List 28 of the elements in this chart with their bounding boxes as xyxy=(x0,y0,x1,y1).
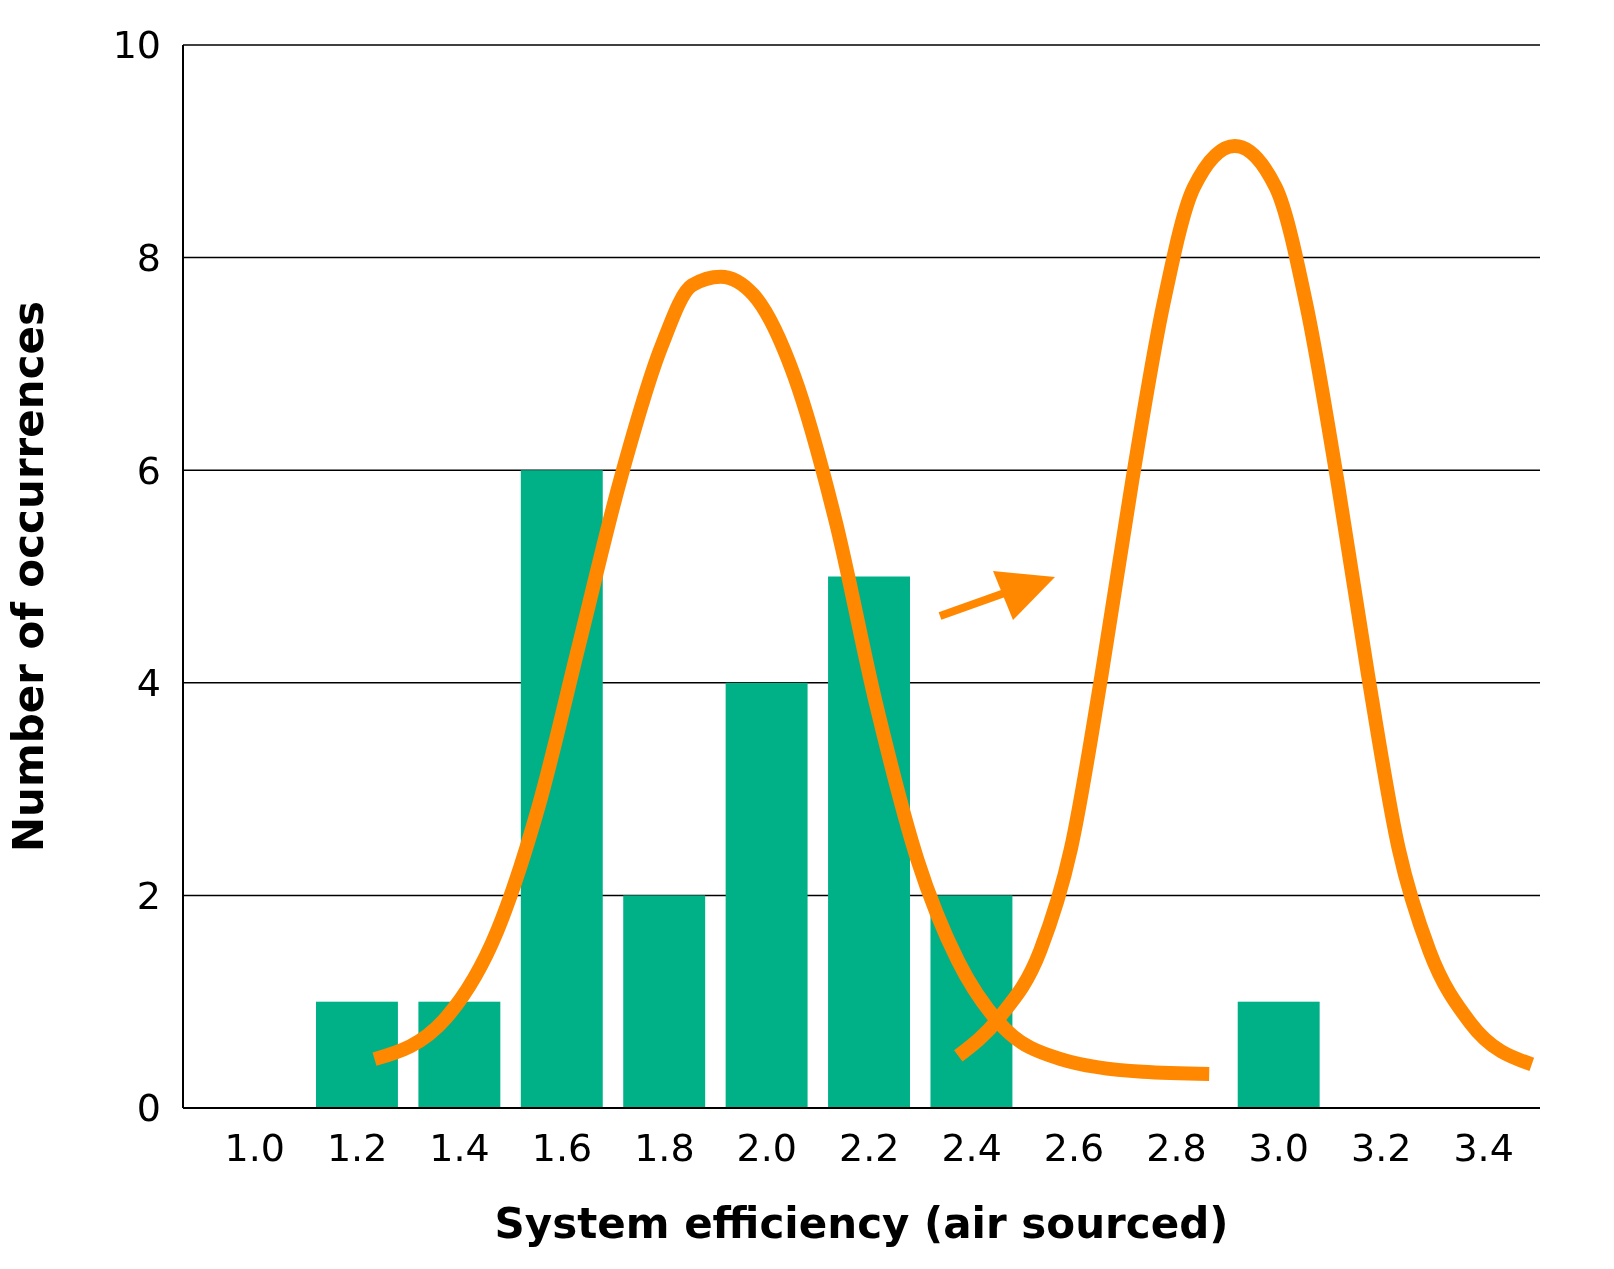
bar xyxy=(725,682,808,1108)
y-axis-title: Number of occurrences xyxy=(3,300,53,853)
bar xyxy=(828,576,910,1108)
x-tick-label: 1.0 xyxy=(224,1125,285,1170)
x-tick-label: 3.0 xyxy=(1248,1125,1310,1170)
x-tick-label: 1.2 xyxy=(326,1125,388,1170)
x-tick-label: 2.8 xyxy=(1146,1125,1207,1170)
x-tick-label: 2.0 xyxy=(736,1125,797,1170)
x-tick-label: 2.6 xyxy=(1043,1125,1105,1170)
y-tick-label: 0 xyxy=(136,1086,161,1131)
bar xyxy=(520,470,603,1108)
x-tick-label: 3.4 xyxy=(1453,1125,1514,1170)
x-tick-label: 2.2 xyxy=(838,1125,900,1170)
bar xyxy=(315,1001,398,1108)
y-tick-label: 10 xyxy=(112,23,161,68)
x-tick-label: 3.2 xyxy=(1351,1125,1412,1170)
x-tick-label: 1.4 xyxy=(429,1125,490,1170)
x-tick-label: 1.8 xyxy=(634,1125,695,1170)
y-tick-label: 8 xyxy=(136,236,161,281)
bar xyxy=(623,895,706,1108)
x-tick-label: 2.4 xyxy=(941,1125,1002,1170)
y-tick-label: 6 xyxy=(136,448,161,493)
x-tick-label: 1.6 xyxy=(531,1125,593,1170)
bar xyxy=(1237,1001,1320,1108)
y-tick-label: 4 xyxy=(136,661,161,706)
bar xyxy=(418,1001,501,1108)
x-axis-title: System efficiency (air sourced) xyxy=(494,1199,1229,1248)
y-tick-label: 2 xyxy=(136,873,161,918)
